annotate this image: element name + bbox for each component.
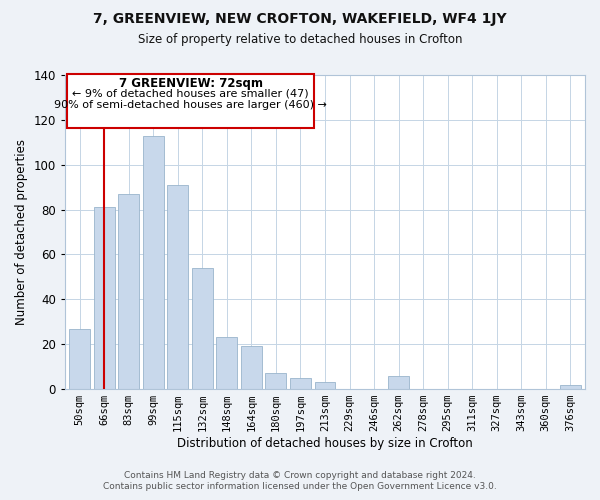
Bar: [217, 338, 237, 389]
Bar: [143, 136, 164, 389]
Text: Contains public sector information licensed under the Open Government Licence v3: Contains public sector information licen…: [103, 482, 497, 491]
Text: 90% of semi-detached houses are larger (460) →: 90% of semi-detached houses are larger (…: [54, 100, 327, 110]
Bar: [167, 185, 188, 389]
Bar: [388, 376, 409, 389]
Bar: [94, 208, 115, 389]
Bar: [241, 346, 262, 389]
Bar: [290, 378, 311, 389]
X-axis label: Distribution of detached houses by size in Crofton: Distribution of detached houses by size …: [177, 437, 473, 450]
Bar: [118, 194, 139, 389]
Text: ← 9% of detached houses are smaller (47): ← 9% of detached houses are smaller (47): [73, 89, 309, 99]
Text: Contains HM Land Registry data © Crown copyright and database right 2024.: Contains HM Land Registry data © Crown c…: [124, 471, 476, 480]
Bar: [69, 328, 90, 389]
Text: 7 GREENVIEW: 72sqm: 7 GREENVIEW: 72sqm: [119, 78, 263, 90]
Bar: [192, 268, 213, 389]
Bar: [560, 384, 581, 389]
Y-axis label: Number of detached properties: Number of detached properties: [15, 139, 28, 325]
Text: 7, GREENVIEW, NEW CROFTON, WAKEFIELD, WF4 1JY: 7, GREENVIEW, NEW CROFTON, WAKEFIELD, WF…: [93, 12, 507, 26]
Bar: [265, 374, 286, 389]
Bar: [314, 382, 335, 389]
Text: Size of property relative to detached houses in Crofton: Size of property relative to detached ho…: [138, 32, 462, 46]
